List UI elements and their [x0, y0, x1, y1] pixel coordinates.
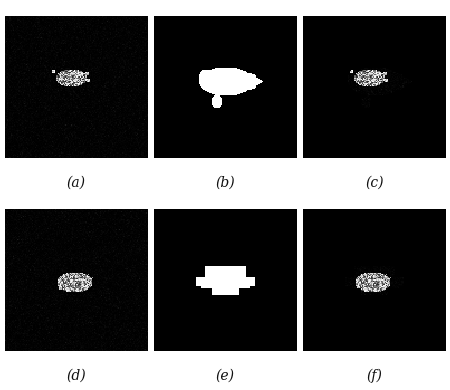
- Text: (b): (b): [215, 176, 235, 190]
- Text: (a): (a): [66, 176, 85, 190]
- Text: (d): (d): [66, 369, 86, 383]
- Text: (f): (f): [366, 369, 382, 383]
- Text: (e): (e): [216, 369, 234, 383]
- Text: (c): (c): [365, 176, 383, 190]
